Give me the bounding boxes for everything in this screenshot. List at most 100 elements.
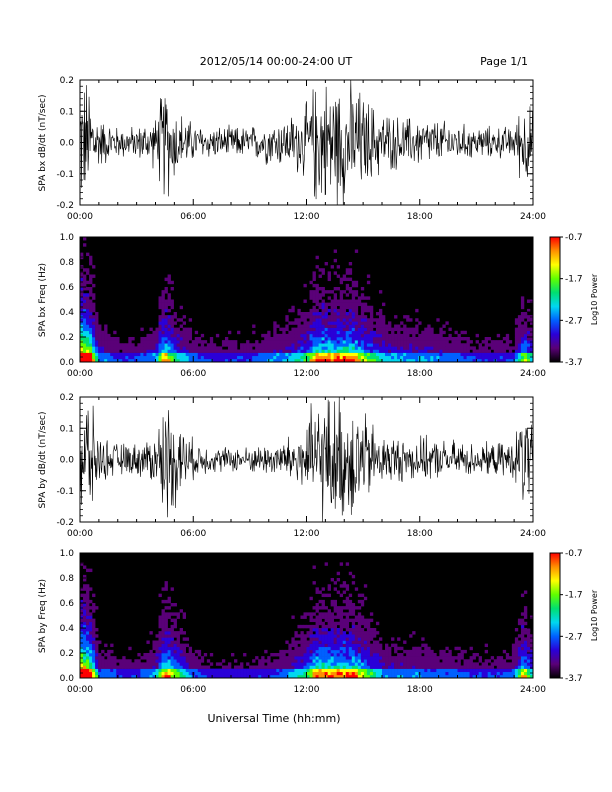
spectrogram-cell bbox=[333, 668, 337, 673]
spectrogram-cell bbox=[291, 649, 295, 654]
spectrogram-cell bbox=[122, 674, 126, 679]
spectrogram-cell bbox=[460, 653, 464, 657]
x-tick-label: 18:00 bbox=[407, 212, 433, 222]
spectrogram-cell bbox=[191, 662, 196, 666]
spectrogram-cell bbox=[128, 659, 132, 663]
spectrogram-cell bbox=[161, 321, 165, 325]
spectrogram-cell bbox=[282, 662, 286, 666]
spectrogram-cell bbox=[397, 653, 401, 657]
spectrogram-cell bbox=[445, 355, 449, 360]
spectrogram-cell bbox=[360, 321, 365, 325]
spectrogram-cell bbox=[243, 349, 247, 353]
spectrogram-cell bbox=[520, 305, 525, 310]
spectrogram-cell bbox=[215, 346, 220, 350]
spectrogram-cell bbox=[342, 330, 347, 335]
spectrogram-cell bbox=[80, 653, 84, 657]
spectrogram-cell bbox=[475, 671, 479, 676]
spectrogram-cell bbox=[406, 674, 410, 679]
spectrogram-cell bbox=[372, 346, 377, 350]
spectrogram-cell bbox=[149, 662, 153, 666]
spectrogram-cell bbox=[321, 628, 325, 632]
spectrogram-cell bbox=[110, 659, 114, 663]
spectrogram-cell bbox=[104, 355, 108, 360]
spectrogram-cell bbox=[375, 333, 380, 338]
spectrogram-cell bbox=[104, 671, 108, 676]
spectrogram-cell bbox=[406, 665, 410, 669]
spectrogram-cell bbox=[478, 671, 482, 676]
spectrogram-cell bbox=[375, 355, 380, 360]
spectrogram-cell bbox=[418, 649, 422, 654]
spectrogram-cell bbox=[267, 340, 271, 344]
spectrogram-cell bbox=[517, 343, 522, 347]
spectrogram-cell bbox=[113, 358, 117, 363]
spectrogram-cell bbox=[529, 615, 534, 619]
spectrogram-cell bbox=[436, 358, 440, 363]
spectrogram-cell bbox=[158, 656, 162, 660]
spectrogram-cell bbox=[188, 337, 193, 341]
spectrogram-cell bbox=[315, 302, 319, 307]
spectrogram-cell bbox=[327, 584, 331, 588]
spectrogram-cell bbox=[155, 346, 159, 350]
spectrogram-cell bbox=[312, 271, 316, 275]
spectrogram-cell bbox=[523, 615, 528, 619]
spectrogram-cell bbox=[360, 324, 365, 328]
spectrogram-cell bbox=[80, 612, 84, 616]
spectrogram-cell bbox=[336, 274, 341, 278]
spectrogram-cell bbox=[511, 656, 516, 660]
spectrogram-cell bbox=[309, 643, 313, 648]
spectrogram-cell bbox=[306, 312, 310, 316]
spectrogram-cell bbox=[221, 659, 226, 663]
spectrogram-cell bbox=[86, 593, 90, 598]
spectrogram-cell bbox=[294, 343, 298, 347]
spectrogram-cell bbox=[369, 346, 374, 350]
spectrogram-cell bbox=[122, 662, 126, 666]
spectrogram-cell bbox=[309, 340, 313, 344]
spectrogram-cell bbox=[427, 659, 431, 663]
spectrogram-cell bbox=[83, 649, 87, 654]
spectrogram-cell bbox=[179, 337, 183, 341]
spectrogram-cell bbox=[300, 665, 304, 669]
spectrogram-cell bbox=[469, 340, 473, 344]
spectrogram-cell bbox=[297, 349, 301, 353]
spectrogram-cell bbox=[351, 308, 356, 313]
spectrogram-cell bbox=[351, 659, 356, 663]
spectrogram-cell bbox=[499, 343, 504, 347]
spectrogram-cell bbox=[433, 668, 437, 673]
spectrogram-cell bbox=[439, 668, 443, 673]
spectrogram-cell bbox=[179, 674, 183, 679]
spectrogram-cell bbox=[454, 668, 458, 673]
spectrogram-cell bbox=[149, 631, 153, 635]
spectrogram-cell bbox=[98, 665, 102, 669]
spectrogram-cell bbox=[333, 305, 337, 310]
spectrogram-cell bbox=[336, 640, 341, 644]
spectrogram-cell bbox=[92, 333, 96, 338]
spectrogram-cell bbox=[315, 659, 319, 663]
spectrogram-cell bbox=[493, 355, 498, 360]
spectrogram-cell bbox=[167, 327, 171, 332]
spectrogram-cell bbox=[185, 355, 190, 360]
spectrogram-cell bbox=[339, 562, 344, 566]
spectrogram-cell bbox=[258, 671, 262, 676]
spectrogram-cell bbox=[107, 346, 111, 350]
spectrogram-cell bbox=[360, 621, 365, 626]
spectrogram-cell bbox=[324, 358, 328, 363]
spectrogram-cell bbox=[445, 349, 449, 353]
spectrogram-cell bbox=[511, 352, 516, 357]
spectrogram-cell bbox=[391, 355, 395, 360]
spectrogram-cell bbox=[89, 343, 93, 347]
spectrogram-cell bbox=[427, 333, 431, 338]
spectrogram-cell bbox=[291, 668, 295, 673]
spectrogram-cell bbox=[303, 643, 307, 648]
spectrogram-cell bbox=[234, 340, 238, 344]
spectrogram-cell bbox=[342, 662, 347, 666]
spectrogram-cell bbox=[185, 343, 190, 347]
spectrogram-cell bbox=[406, 355, 410, 360]
spectrogram-cell bbox=[526, 668, 531, 673]
spectrogram-cell bbox=[240, 352, 244, 357]
spectrogram-cell bbox=[357, 640, 362, 644]
spectrogram-cell bbox=[333, 606, 337, 610]
spectrogram-cell bbox=[372, 355, 377, 360]
spectrogram-cell bbox=[158, 659, 162, 663]
spectrogram-cell bbox=[140, 665, 144, 669]
spectrogram-cell bbox=[95, 340, 99, 344]
